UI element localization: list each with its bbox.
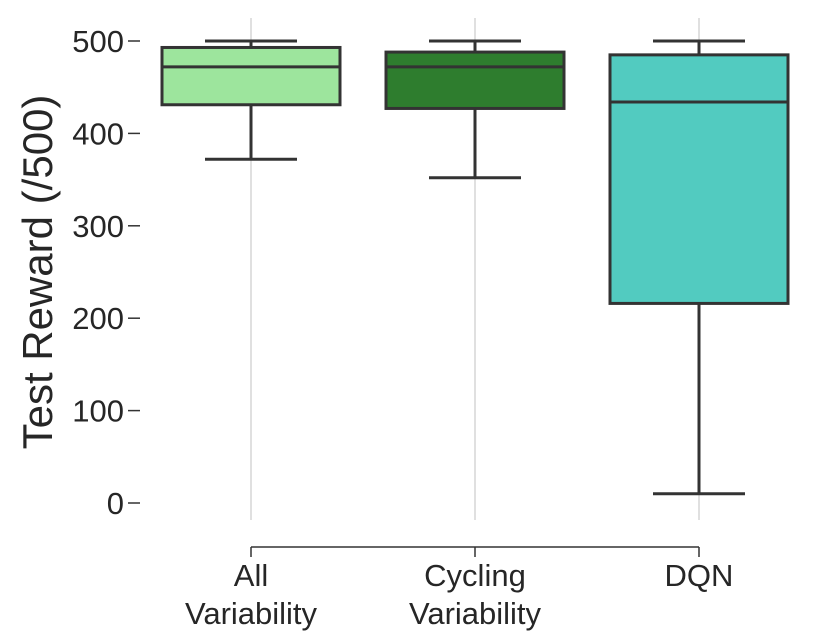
- box-group-2: [608, 39, 790, 496]
- iqr-box: [160, 45, 342, 107]
- y-tick-label: 400: [72, 116, 124, 151]
- x-tick-label: Cycling: [424, 558, 526, 593]
- y-tick-label: 500: [72, 24, 124, 59]
- y-tick-label: 300: [72, 209, 124, 244]
- x-tick-label: Variability: [409, 596, 542, 631]
- y-tick-label: 100: [72, 394, 124, 429]
- y-axis-title: Test Reward (/500): [14, 95, 61, 450]
- boxes-layer: [160, 39, 790, 496]
- x-tick-label: All: [234, 558, 268, 593]
- box-group-1: [384, 39, 566, 180]
- iqr-box: [608, 53, 790, 305]
- y-tick-label: 0: [107, 486, 124, 521]
- y-axis: 0 100 200 300 400 500: [72, 24, 140, 521]
- iqr-box: [384, 50, 566, 110]
- y-tick-label: 200: [72, 301, 124, 336]
- x-tick-label: Variability: [185, 596, 318, 631]
- box-group-0: [160, 39, 342, 161]
- x-tick-label: DQN: [665, 558, 734, 593]
